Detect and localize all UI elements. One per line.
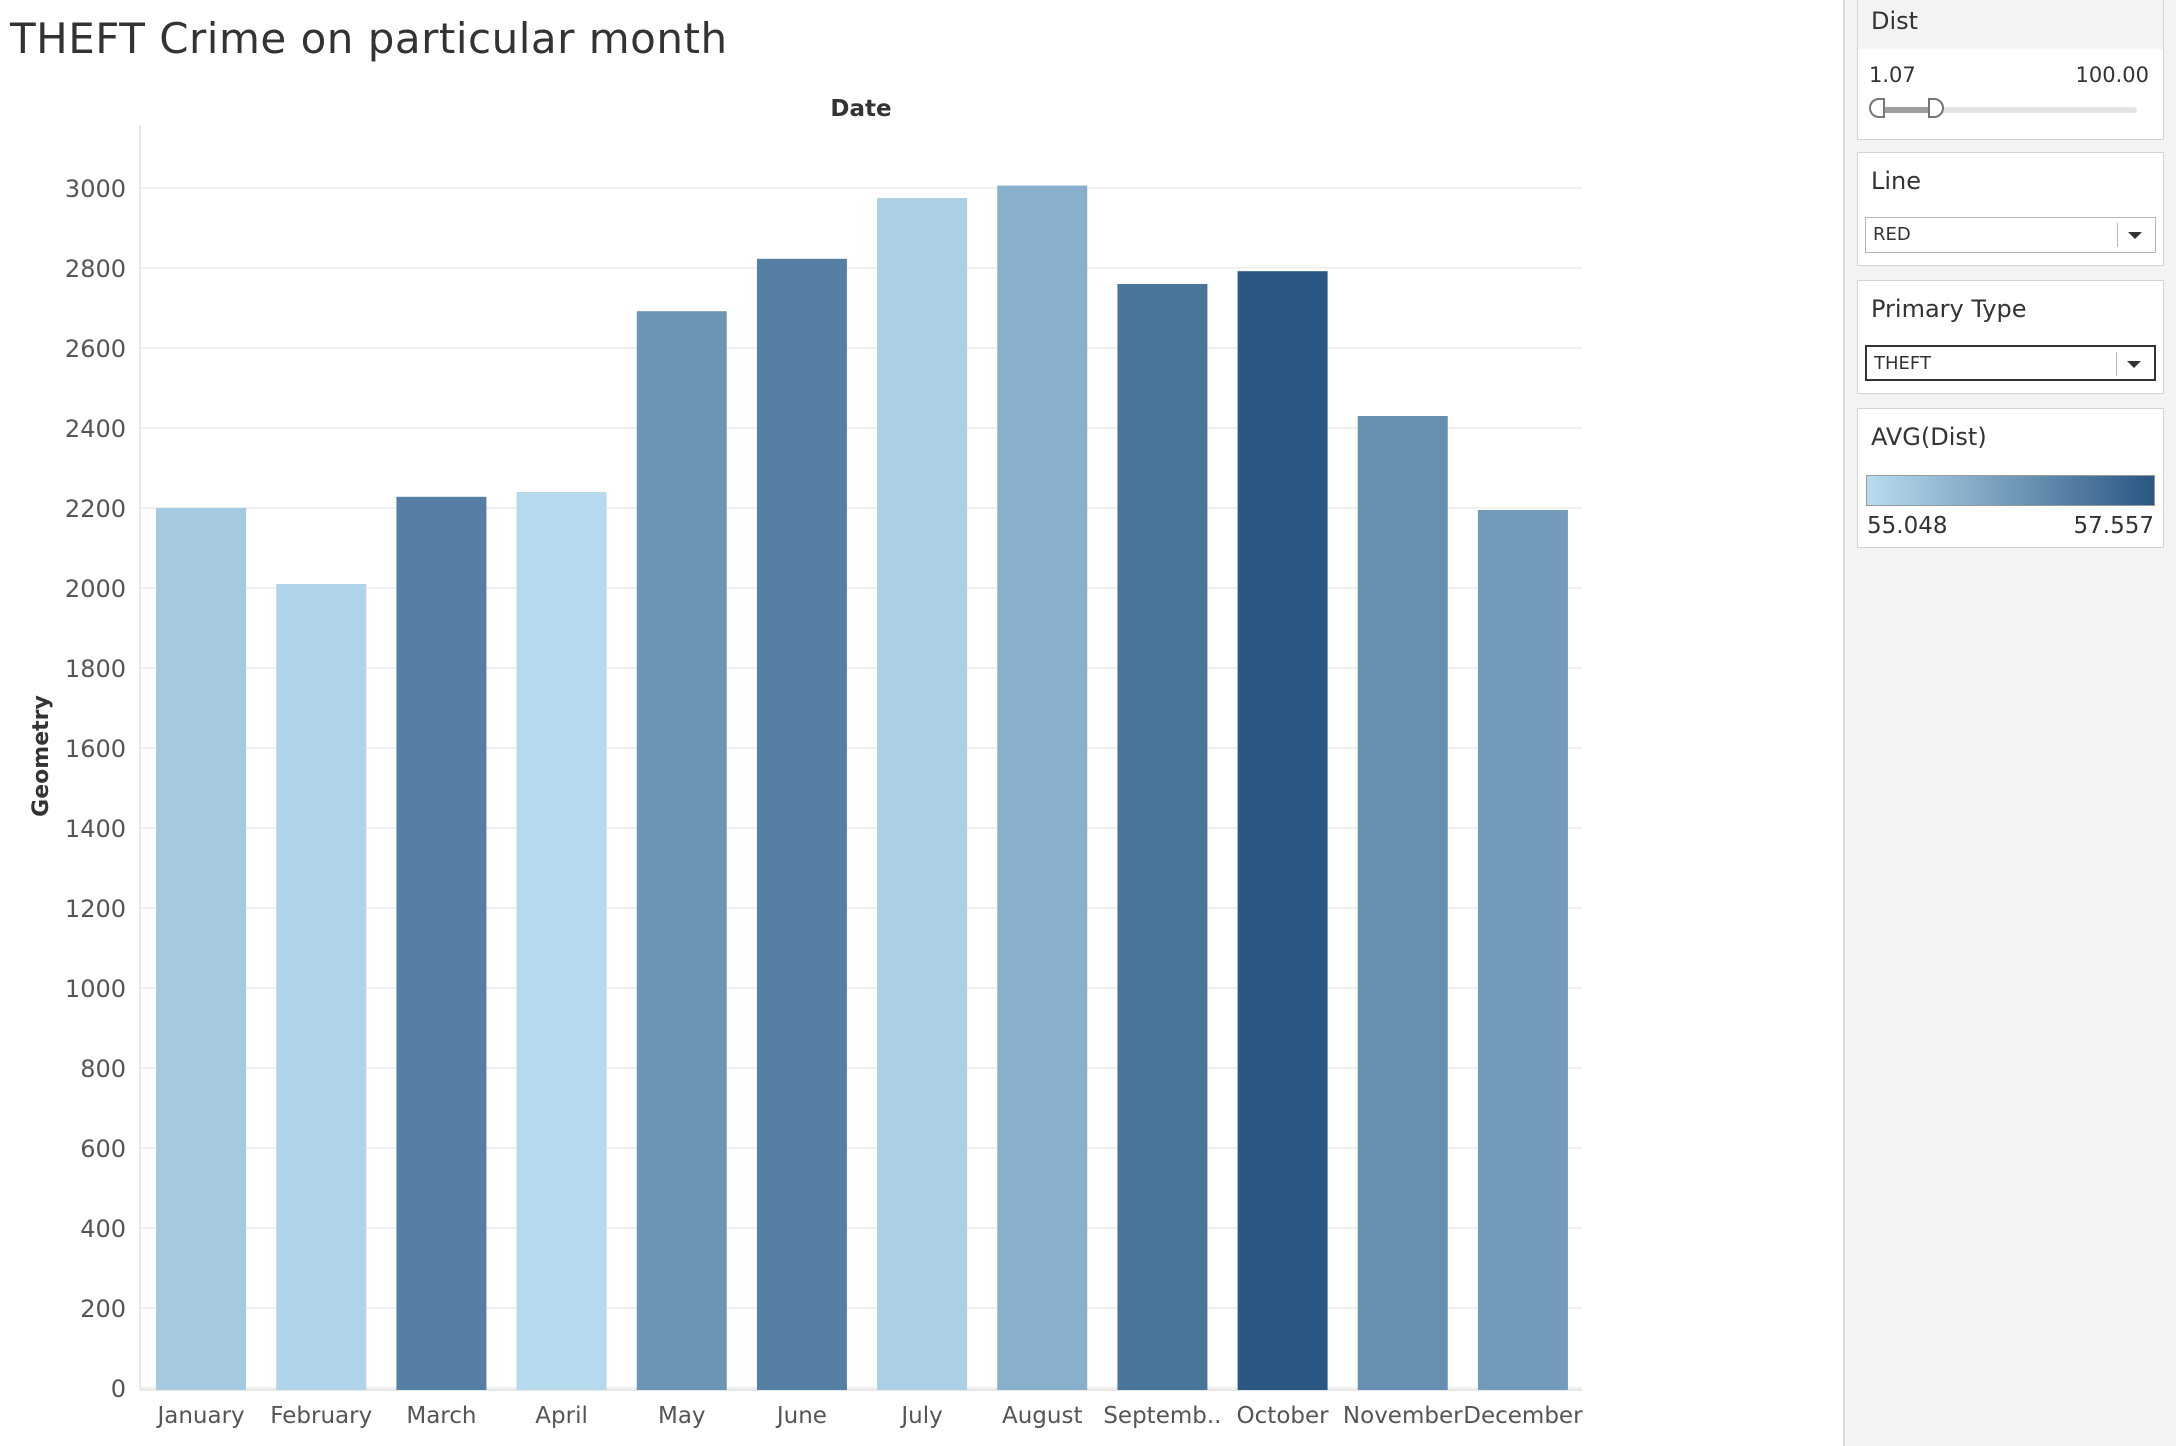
bar[interactable] [997, 185, 1088, 1391]
bar[interactable] [756, 258, 847, 1390]
dist-slider-fill [1872, 107, 1936, 113]
color-ramp [1866, 475, 2155, 506]
dist-range-max: 100.00 [2075, 63, 2149, 87]
select-divider [2117, 223, 2118, 247]
x-tick-label: Septemb.. [1103, 1403, 1221, 1429]
bar[interactable] [877, 198, 968, 1390]
select-divider [2116, 352, 2117, 376]
dist-range-min: 1.07 [1869, 63, 1916, 87]
side-panel: Dist 1.07 100.00 Line RED Primary Type T… [1843, 0, 2176, 1446]
color-legend-card: AVG(Dist) 55.048 57.557 [1857, 408, 2164, 548]
y-tick-label: 2000 [65, 575, 126, 603]
y-tick-label: 1200 [65, 895, 126, 923]
x-tick-label: October [1237, 1403, 1330, 1429]
x-tick-label: March [406, 1403, 476, 1429]
line-filter-title: Line [1871, 167, 1922, 195]
bar[interactable] [396, 496, 487, 1390]
x-tick-label: April [535, 1403, 588, 1429]
dist-slider-track[interactable] [1872, 107, 2137, 113]
bar[interactable] [1117, 284, 1208, 1390]
dist-slider-max-handle[interactable] [1928, 98, 1944, 118]
y-tick-label: 400 [80, 1215, 126, 1243]
y-tick-label: 1800 [65, 655, 126, 683]
y-tick-label: 2200 [65, 495, 126, 523]
primary-type-filter-card: Primary Type THEFT [1857, 280, 2164, 394]
y-axis-title: Geometry [29, 695, 54, 817]
dist-filter-card: Dist 1.07 100.00 [1857, 0, 2164, 140]
y-tick-label: 200 [80, 1295, 126, 1323]
y-tick-label: 2600 [65, 335, 126, 363]
line-select-value: RED [1873, 224, 1911, 245]
dist-slider-min-handle[interactable] [1869, 98, 1885, 118]
bar[interactable] [1477, 510, 1568, 1390]
line-select[interactable]: RED [1865, 217, 2156, 253]
y-tick-label: 0 [111, 1375, 126, 1403]
bar[interactable] [276, 584, 367, 1390]
y-tick-label: 1600 [65, 735, 126, 763]
color-legend-max: 57.557 [2073, 513, 2154, 539]
x-axis-title: Date [830, 96, 891, 122]
bar[interactable] [516, 492, 607, 1390]
y-tick-label: 800 [80, 1055, 126, 1083]
x-tick-label: July [899, 1403, 942, 1429]
bar[interactable] [1357, 416, 1448, 1390]
y-tick-label: 3000 [65, 175, 126, 203]
x-tick-label: June [775, 1403, 827, 1429]
dist-filter-title: Dist [1871, 7, 1919, 35]
x-tick-label: January [155, 1403, 244, 1429]
x-tick-label: December [1463, 1403, 1583, 1429]
x-tick-label: November [1343, 1403, 1463, 1429]
dist-filter-header: Dist [1858, 0, 2163, 49]
x-tick-label: May [658, 1403, 706, 1429]
chevron-down-icon[interactable] [2128, 232, 2142, 239]
x-tick-label: February [270, 1403, 372, 1429]
primary-type-select-value: THEFT [1874, 353, 1931, 374]
bar[interactable] [636, 311, 727, 1391]
bar[interactable] [1237, 271, 1328, 1391]
y-tick-label: 2400 [65, 415, 126, 443]
page-title: THEFT Crime on particular month [10, 14, 728, 63]
y-tick-label: 1400 [65, 815, 126, 843]
primary-type-select[interactable]: THEFT [1865, 345, 2156, 381]
color-legend-title: AVG(Dist) [1871, 423, 1987, 451]
chevron-down-icon[interactable] [2127, 361, 2141, 368]
x-tick-label: August [1002, 1403, 1083, 1429]
y-tick-label: 600 [80, 1135, 126, 1163]
y-tick-label: 1000 [65, 975, 126, 1003]
y-tick-label: 2800 [65, 255, 126, 283]
bar-chart: 0 200 400 600 800 1000 1200 1400 1600 1800 2000 220… [29, 96, 1583, 1429]
primary-type-filter-title: Primary Type [1871, 295, 2027, 323]
line-filter-card: Line RED [1857, 152, 2164, 266]
color-legend-min: 55.048 [1867, 513, 1948, 539]
bar[interactable] [156, 508, 247, 1390]
